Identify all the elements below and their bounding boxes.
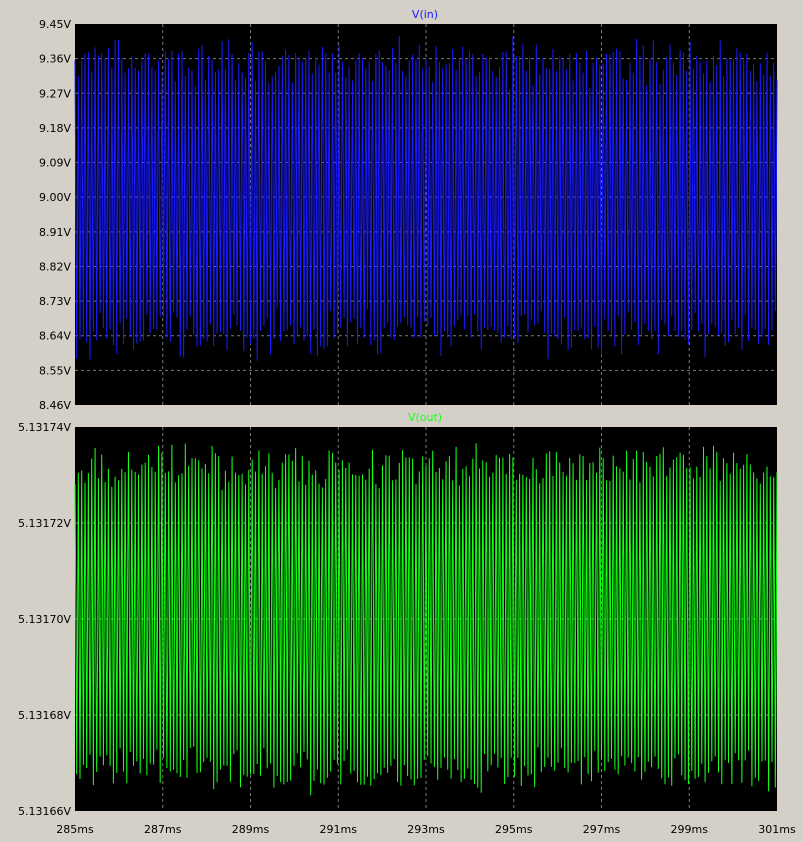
y-tick-label: 8.46V	[39, 399, 71, 412]
trace-title-vout[interactable]: V(out)	[408, 411, 442, 424]
y-tick-label: 5.13172V	[18, 517, 71, 530]
y-tick-label: 9.09V	[39, 157, 71, 170]
y-tick-label: 9.00V	[39, 191, 71, 204]
y-tick-label: 5.13168V	[18, 709, 71, 722]
x-tick-label: 299ms	[671, 823, 709, 836]
trace-vout	[74, 443, 778, 796]
y-tick-label: 8.64V	[39, 330, 71, 343]
y-tick-label: 9.18V	[39, 122, 71, 135]
y-tick-label: 9.27V	[39, 87, 71, 100]
x-tick-label: 289ms	[232, 823, 270, 836]
y-tick-label: 9.36V	[39, 53, 71, 66]
pane-vout: V(out) 5.13174V5.13172V5.13170V5.13168V5…	[18, 411, 778, 818]
y-axis-ticks-vout: 5.13174V 5.13172V 5.13170V 5.13168V 5.13166V	[18, 421, 71, 818]
y-tick-label: 9.45V	[39, 18, 71, 31]
pane-vin: V(in) 9.45V 9.36V 9.27V 9.18V 9.09V 9.00V 8.91…	[39, 8, 778, 412]
x-tick-label: 293ms	[407, 823, 445, 836]
y-tick-label: 5.13166V	[18, 805, 71, 818]
y-tick-label: 8.73V	[39, 295, 71, 308]
series-line	[74, 443, 778, 796]
y-tick-label: 5.13174V	[18, 421, 71, 434]
y-tick-label: 8.82V	[39, 260, 71, 273]
x-axis-ticks: 285ms 287ms 289ms 291ms 293ms 295ms 297ms 299ms…	[56, 823, 796, 836]
y-tick-label: 5.13170V	[18, 613, 71, 626]
trace-vin	[74, 36, 778, 361]
x-tick-label: 297ms	[583, 823, 621, 836]
y-axis-ticks-vin: 9.45V 9.36V 9.27V 9.18V 9.09V 9.00V 8.91V 8.82V…	[39, 18, 71, 412]
y-tick-label: 8.55V	[39, 364, 71, 377]
x-tick-label: 291ms	[320, 823, 358, 836]
series-line	[74, 36, 778, 361]
x-tick-label: 301ms	[758, 823, 796, 836]
y-tick-label: 8.91V	[39, 226, 71, 239]
x-tick-label: 285ms	[56, 823, 94, 836]
x-tick-label: 287ms	[144, 823, 182, 836]
trace-title-vin[interactable]: V(in)	[412, 8, 438, 21]
x-tick-label: 295ms	[495, 823, 533, 836]
